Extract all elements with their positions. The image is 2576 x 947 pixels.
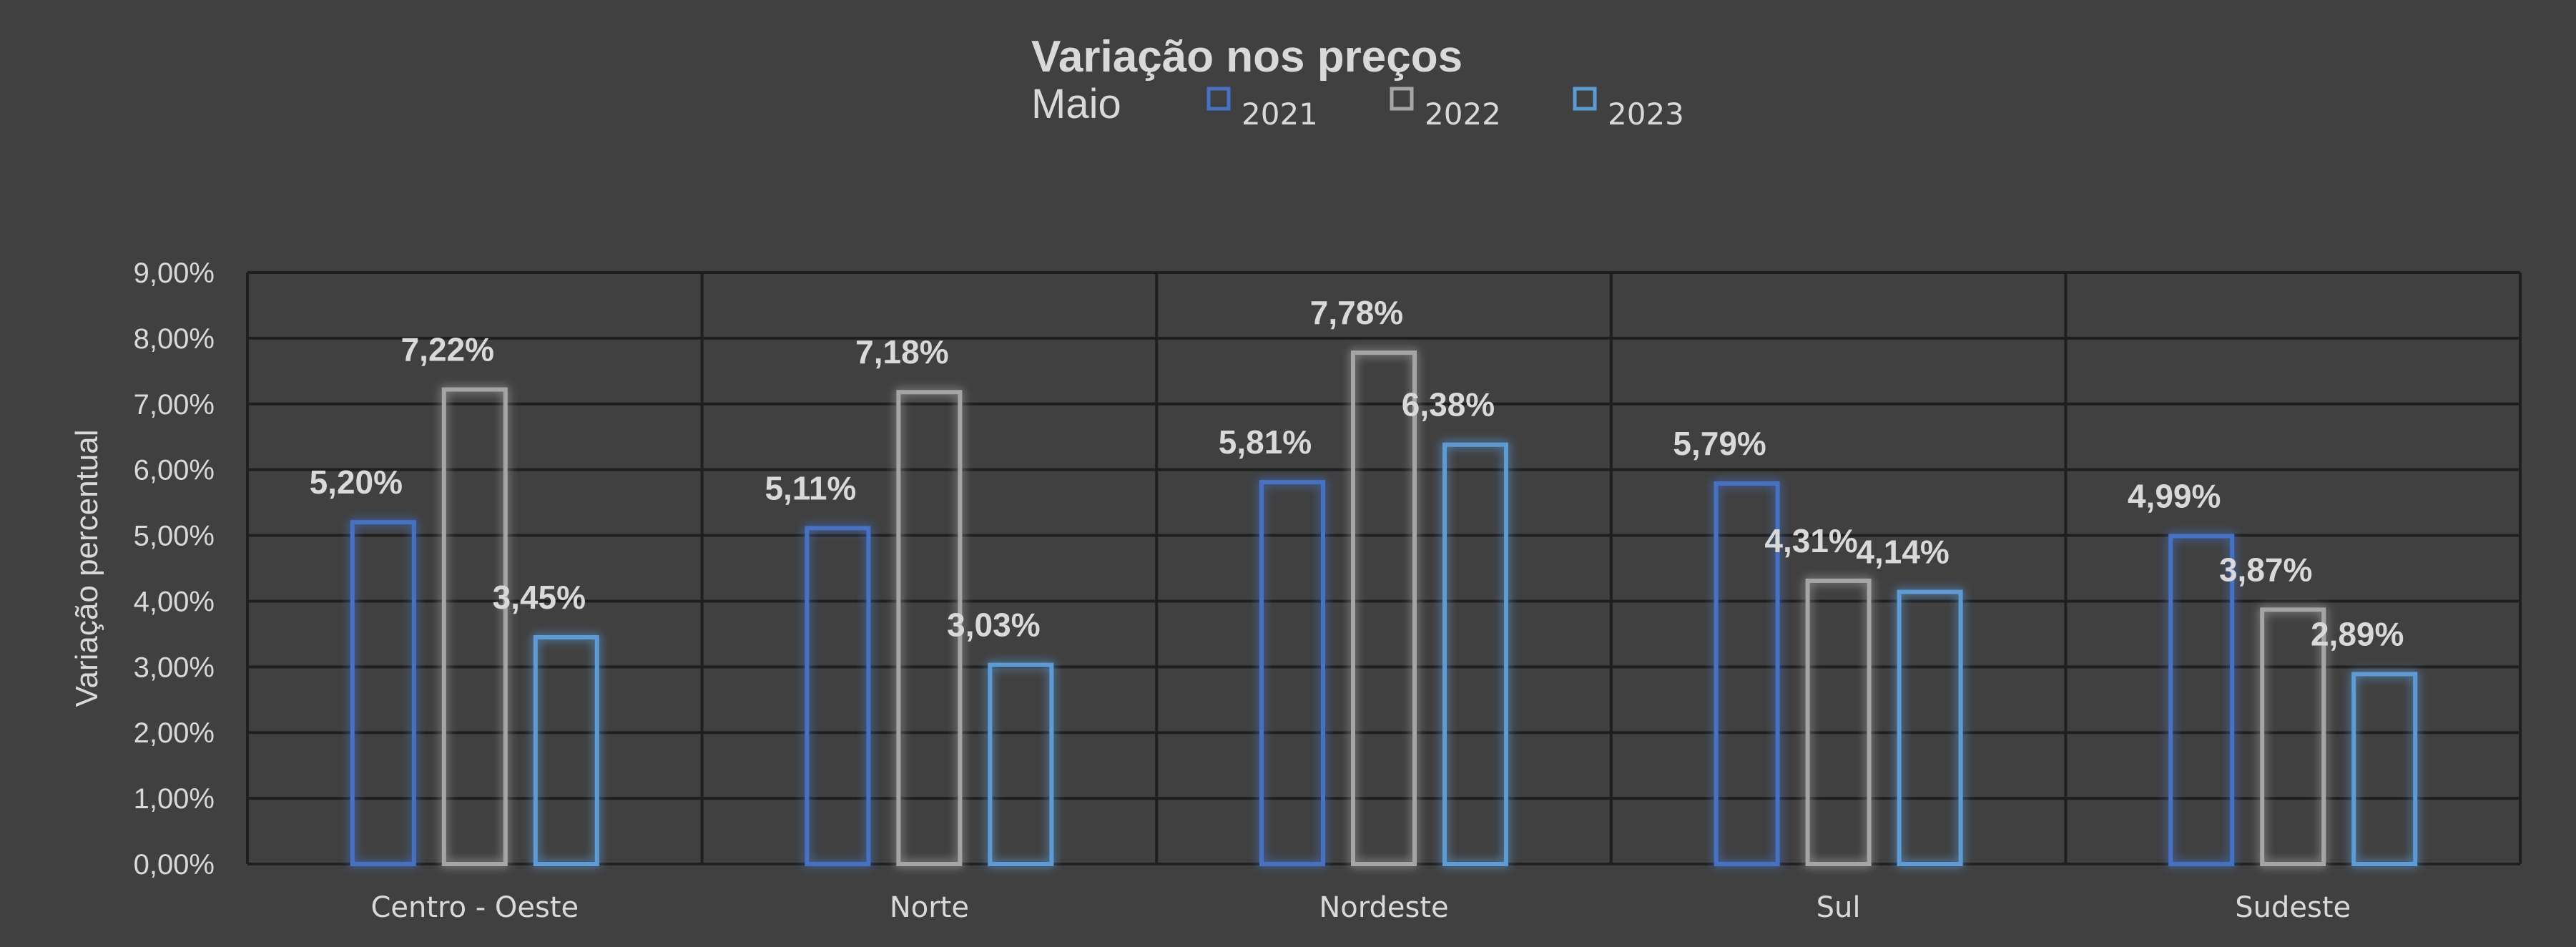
bar-2021 — [350, 520, 416, 867]
y-tick-label: 7,00% — [134, 389, 215, 421]
legend-label-2022: 2022 — [1425, 97, 1501, 132]
data-label: 5,81% — [1219, 423, 1312, 461]
bar-2022 — [1351, 350, 1417, 866]
legend-label-2023: 2023 — [1608, 97, 1684, 132]
data-label: 6,38% — [1402, 386, 1495, 423]
category-label: Centro - Oeste — [370, 891, 579, 924]
y-tick-label: 6,00% — [134, 455, 215, 486]
bar-2022 — [441, 387, 508, 866]
legend: 2021 2022 2023 — [1206, 87, 1684, 132]
y-tick-label: 1,00% — [134, 783, 215, 815]
data-label: 3,87% — [2219, 551, 2312, 588]
legend-label-2021: 2021 — [1242, 97, 1318, 132]
category-label: Nordeste — [1319, 891, 1448, 924]
y-tick-label: 9,00% — [134, 257, 215, 289]
bar-2022 — [1805, 578, 1872, 866]
data-label: 7,22% — [401, 331, 494, 368]
data-label: 2,89% — [2311, 615, 2404, 652]
bar-2023 — [988, 662, 1054, 866]
data-label: 4,99% — [2128, 477, 2221, 514]
y-axis: 0,00% 1,00% 2,00% 3,00% 4,00% 5,00% 6,00% 7,00%… — [134, 257, 215, 880]
data-label: 5,79% — [1673, 425, 1766, 462]
category-label: Sudeste — [2235, 891, 2351, 924]
bar-2021 — [1259, 480, 1325, 866]
y-tick-label: 2,00% — [134, 717, 215, 749]
legend-swatch-2023 — [1573, 87, 1597, 111]
legend-swatch-2021 — [1206, 87, 1231, 111]
category-label: Sul — [1817, 891, 1861, 924]
data-label: 7,78% — [1310, 294, 1403, 331]
data-label: 4,14% — [1856, 534, 1949, 571]
bars — [350, 350, 2418, 867]
y-tick-label: 3,00% — [134, 652, 215, 683]
bar-2022 — [2260, 607, 2326, 866]
chart-subtitle: Maio — [1031, 81, 1121, 127]
bar-2023 — [1897, 589, 1963, 867]
gridlines — [246, 271, 2522, 865]
bar-2023 — [533, 634, 599, 866]
legend-swatch-2022 — [1390, 87, 1414, 111]
data-labels: 5,20% 7,22% 3,45% 5,11% 7,18% 3,03% 5,81% 7,78%… — [310, 294, 2404, 652]
data-label: 3,03% — [947, 607, 1040, 644]
y-tick-label: 5,00% — [134, 521, 215, 552]
data-label: 3,45% — [493, 579, 586, 616]
y-tick-label: 8,00% — [134, 323, 215, 355]
y-tick-label: 4,00% — [134, 586, 215, 617]
category-label: Norte — [890, 891, 969, 924]
y-tick-label: 0,00% — [134, 849, 215, 880]
bar-2022 — [896, 390, 963, 866]
bar-2021 — [2168, 534, 2235, 866]
data-label: 4,31% — [1764, 522, 1857, 559]
data-label: 7,18% — [855, 333, 948, 371]
data-label: 5,20% — [310, 463, 403, 501]
bar-2021 — [1714, 481, 1780, 866]
data-label: 5,11% — [765, 469, 856, 506]
bar-2023 — [2351, 672, 2418, 866]
y-axis-label: Variação percentual — [69, 429, 104, 707]
bar-2021 — [805, 526, 871, 866]
x-axis: Centro - Oeste Norte Nordeste Sul Sudeste — [370, 891, 2351, 924]
chart-title: Variação nos preços — [1031, 32, 1462, 82]
bar-2023 — [1442, 442, 1508, 866]
